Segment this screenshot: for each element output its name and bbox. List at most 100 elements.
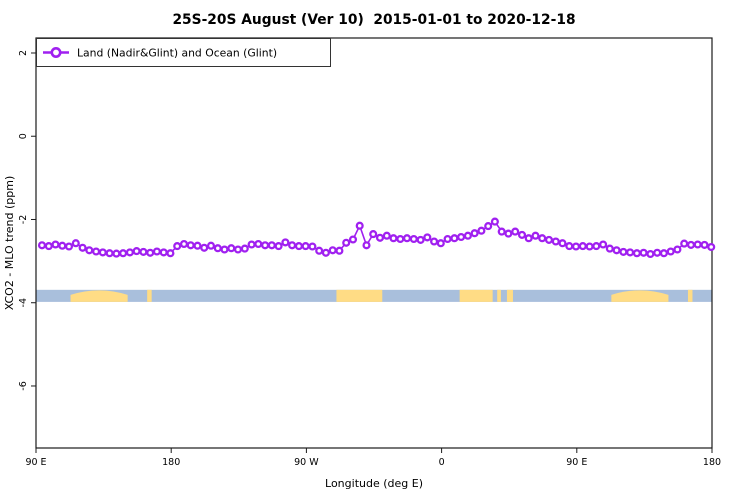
data-point: [261, 241, 270, 250]
data-point: [484, 222, 493, 231]
data-point: [700, 240, 709, 249]
data-point: [626, 248, 635, 257]
data-point: [119, 249, 128, 258]
data-point: [396, 234, 405, 244]
data-point: [267, 241, 276, 250]
x-tick-label: 90 E: [25, 457, 46, 468]
data-point: [213, 244, 222, 253]
data-point: [382, 231, 391, 240]
land-segment-new-caledonia: [147, 289, 152, 302]
data-point: [335, 246, 344, 255]
data-point: [653, 248, 662, 257]
data-point: [578, 242, 587, 251]
axis-ticks: 90 E 180 90 W 0 90 E 180 2 0 -2 -4 -6: [18, 50, 721, 468]
data-point: [524, 234, 533, 243]
data-point: [490, 217, 499, 226]
data-point: [173, 242, 182, 251]
data-point: [632, 249, 641, 258]
data-point: [193, 241, 202, 250]
data-series: [37, 217, 716, 259]
data-point: [531, 231, 540, 240]
land-segment-madagascar: [506, 289, 513, 302]
land-segment-south-america: [336, 289, 383, 302]
data-point: [159, 248, 168, 257]
data-point: [612, 246, 621, 255]
data-point: [659, 249, 668, 258]
data-point: [551, 237, 560, 246]
data-point: [389, 234, 398, 243]
data-point: [362, 241, 371, 250]
data-point: [139, 247, 148, 256]
data-point: [92, 247, 101, 256]
plot-border: [35, 37, 713, 449]
data-point: [328, 246, 337, 255]
y-tick-label: -2: [18, 215, 29, 224]
data-point: [639, 248, 648, 257]
data-point: [470, 229, 479, 238]
data-point: [166, 249, 175, 258]
data-point: [348, 235, 358, 244]
data-point: [44, 242, 53, 251]
data-point: [112, 249, 121, 258]
data-point: [71, 239, 80, 248]
data-point: [693, 240, 702, 249]
data-point: [132, 247, 141, 256]
data-point: [463, 231, 472, 240]
data-point: [497, 227, 506, 236]
data-point: [220, 245, 229, 254]
data-point: [342, 238, 351, 247]
data-point: [423, 233, 432, 242]
data-point: [254, 239, 263, 249]
data-point: [619, 247, 628, 256]
data-point: [294, 242, 303, 251]
data-point: [565, 242, 574, 251]
data-point: [646, 249, 655, 259]
data-point: [558, 239, 567, 248]
y-tick-label: 2: [18, 50, 29, 56]
data-point: [402, 234, 412, 243]
data-point: [85, 246, 94, 255]
data-point: [599, 240, 608, 249]
data-point: [301, 242, 310, 251]
land-segment-africa-east-speck: [497, 289, 501, 302]
x-axis-title: Longitude (deg E): [325, 477, 423, 490]
data-point: [247, 240, 256, 249]
data-point: [375, 233, 385, 242]
data-point: [436, 239, 445, 248]
data-point: [200, 243, 209, 252]
y-tick-label: 0: [18, 133, 29, 139]
data-point: [416, 235, 425, 244]
data-point: [105, 249, 114, 258]
data-point: [409, 234, 418, 244]
data-point: [58, 241, 67, 250]
data-point: [443, 234, 452, 244]
x-tick-label: 90 W: [294, 457, 319, 468]
data-point: [538, 234, 547, 243]
data-point: [206, 241, 216, 250]
data-point: [321, 248, 330, 257]
data-point: [146, 248, 155, 257]
data-point: [274, 242, 283, 251]
data-point: [369, 230, 378, 239]
land-ocean-strip: [36, 289, 712, 302]
data-point: [686, 240, 696, 249]
data-point: [592, 242, 601, 251]
y-axis-title: XCO2 - MLO trend (ppm): [3, 176, 16, 311]
data-point: [64, 242, 74, 251]
data-point: [585, 242, 594, 251]
x-tick-label: 180: [162, 457, 180, 468]
data-point: [78, 243, 87, 252]
data-point: [281, 238, 290, 247]
data-point: [477, 226, 486, 235]
chart-title: 25S-20S August (Ver 10) 2015-01-01 to 20…: [172, 12, 575, 28]
data-point: [605, 244, 614, 253]
data-point: [457, 232, 466, 242]
data-point: [233, 245, 243, 254]
y-tick-label: -6: [18, 381, 29, 390]
data-point: [51, 240, 60, 249]
x-tick-label: 0: [439, 457, 445, 468]
data-point: [288, 241, 297, 250]
data-point: [227, 244, 236, 253]
data-point: [517, 230, 527, 239]
